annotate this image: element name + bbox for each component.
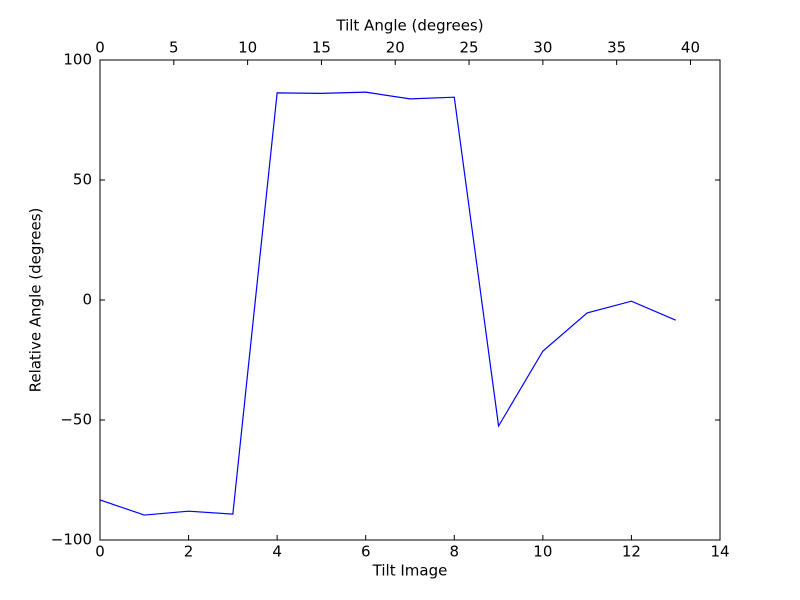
top-tick-label: 15 (312, 39, 331, 57)
x-tick-label: 14 (710, 543, 729, 561)
top-tick-label: 5 (169, 39, 179, 57)
top-tick-label: 10 (238, 39, 257, 57)
x-tick-label: 2 (184, 543, 194, 561)
y-tick-label: 50 (73, 171, 92, 189)
top-tick-label: 40 (681, 39, 700, 57)
plot-frame (99, 59, 721, 541)
x-axis-label: Tilt Image (372, 562, 448, 580)
top-tick-label: 20 (386, 39, 405, 57)
top-tick-label: 35 (607, 39, 626, 57)
y-tick-label: −50 (60, 411, 92, 429)
y-axis-label: Relative Angle (degrees) (27, 208, 45, 393)
x-tick-label: 8 (450, 543, 460, 561)
top-axis-label: Tilt Angle (degrees) (335, 17, 483, 35)
data-line (99, 91, 676, 516)
top-tick-label: 25 (460, 39, 479, 57)
y-tick-label: 0 (82, 291, 92, 309)
y-tick-label: −100 (51, 531, 92, 549)
x-tick-label: 10 (533, 543, 552, 561)
x-tick-label: 12 (622, 543, 641, 561)
x-tick-label: 0 (95, 543, 105, 561)
y-tick-label: 100 (63, 51, 92, 69)
x-tick-label: 4 (272, 543, 282, 561)
x-tick-label: 6 (361, 543, 371, 561)
top-tick-label: 30 (533, 39, 552, 57)
top-tick-label: 0 (95, 39, 105, 57)
